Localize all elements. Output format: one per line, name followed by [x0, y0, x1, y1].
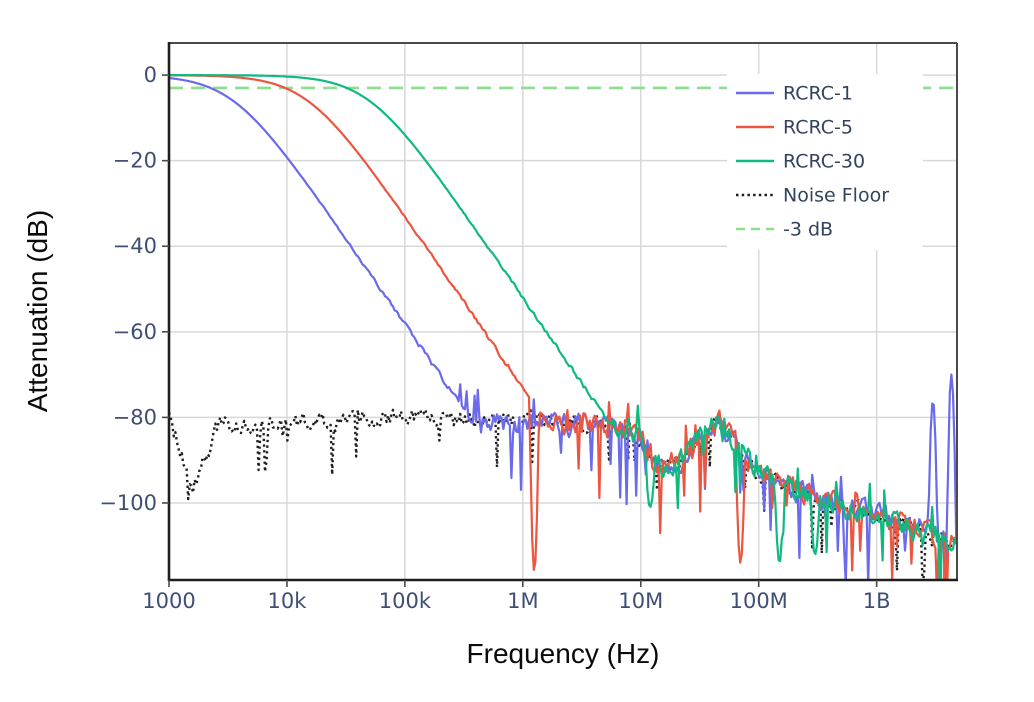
series-rcrc-30	[169, 73, 957, 580]
y-tick-label: −60	[113, 320, 157, 344]
legend-item: RCRC-30	[736, 151, 865, 173]
x-tick-label: 1M	[507, 589, 538, 613]
x-tick-label: 1B	[863, 589, 891, 613]
x-tick-label: 100k	[379, 589, 432, 613]
y-tick-label: −20	[113, 149, 157, 173]
legend-item: RCRC-5	[736, 117, 853, 139]
y-tick-label: −80	[113, 405, 157, 429]
legend-label: RCRC-30	[783, 151, 865, 173]
series-noise-floor	[169, 408, 957, 580]
y-tick-label: −40	[113, 234, 157, 258]
legend-label: Noise Floor	[783, 185, 889, 207]
y-axis-title: Attenuation (dB)	[22, 209, 53, 413]
legend-label: RCRC-5	[783, 117, 853, 139]
y-tick-label: 0	[144, 63, 157, 87]
legend-item: -3 dB	[736, 219, 833, 241]
y-tick-label: −100	[99, 491, 157, 515]
x-tick-label: 1000	[142, 589, 195, 613]
legend-label: RCRC-1	[783, 83, 853, 105]
series-rcrc-5	[169, 74, 957, 580]
x-tick-label: 10k	[267, 589, 307, 613]
legend-item: RCRC-1	[736, 83, 853, 105]
plot-area	[169, 73, 957, 580]
legend-label: -3 dB	[783, 219, 833, 241]
legend-item: Noise Floor	[736, 185, 889, 207]
legend: RCRC-1 RCRC-5 RCRC-30 Noise Floor -3 dB	[727, 74, 923, 250]
x-tick-label: 10M	[618, 589, 663, 613]
x-axis-title: Frequency (Hz)	[466, 638, 660, 669]
x-tick-label: 100M	[730, 589, 788, 613]
